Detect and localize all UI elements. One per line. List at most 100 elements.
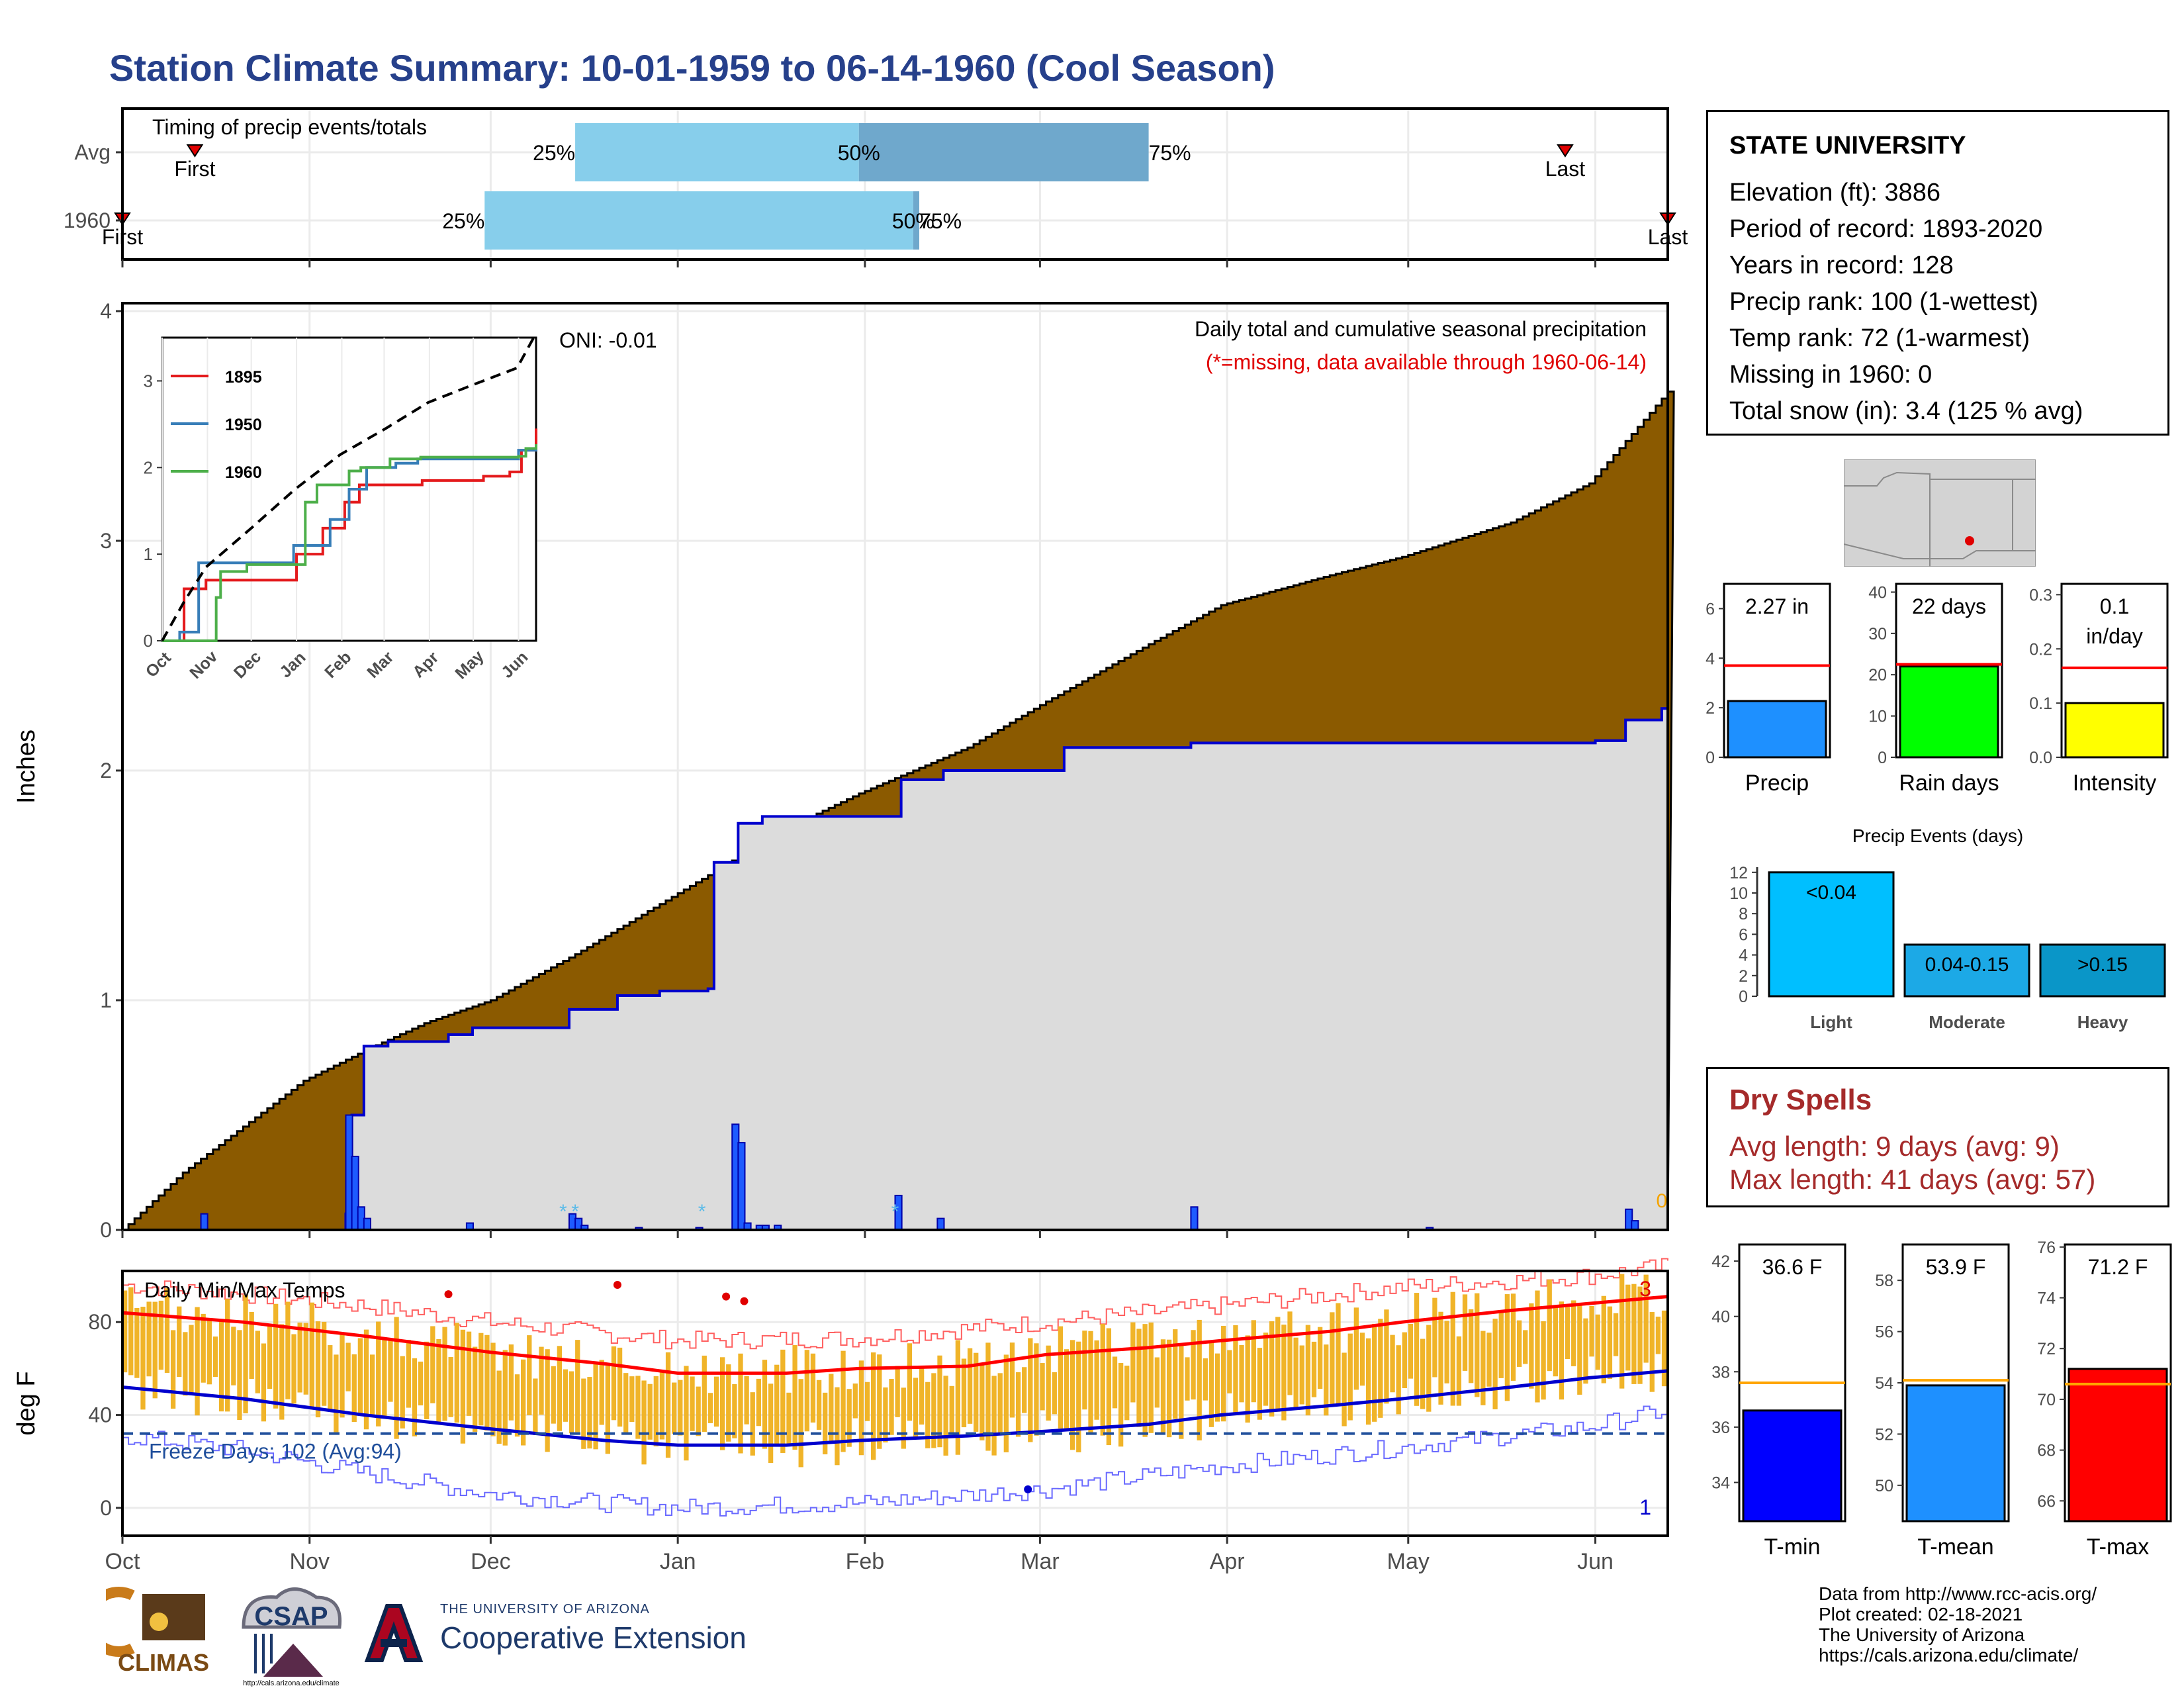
daily-temp-bar <box>376 1321 381 1427</box>
daily-temp-bar <box>460 1329 466 1444</box>
daily-temp-bar <box>858 1360 864 1456</box>
daily-temp-bar <box>1185 1357 1190 1401</box>
daily-temp-bar <box>484 1335 490 1431</box>
daily-temp-bar <box>1330 1312 1335 1407</box>
daily-temp-bar <box>466 1331 472 1416</box>
daily-temp-bar <box>1191 1330 1196 1400</box>
climas-logo-text: CLIMAS <box>118 1649 209 1676</box>
daily-temp-bar <box>1064 1349 1069 1430</box>
daily-temp-bar <box>1015 1372 1021 1437</box>
temp-ytick-label: 40 <box>88 1403 112 1427</box>
daily-temp-bar <box>1589 1305 1594 1357</box>
summary-ytick-label: 42 <box>1711 1252 1730 1271</box>
daily-temp-bar <box>665 1352 671 1458</box>
summary-ytick-label: 0.0 <box>2029 749 2052 767</box>
daily-temp-bar <box>605 1366 610 1454</box>
daily-temp-bar <box>520 1359 526 1446</box>
daily-temp-bar <box>647 1383 653 1440</box>
snow-marker: * <box>698 1201 706 1223</box>
station-precip-rank: Precip rank: 100 (1-wettest) <box>1729 288 2038 316</box>
daily-temp-bar <box>1619 1274 1625 1389</box>
daily-temp-bar <box>702 1355 707 1432</box>
daily-temp-bar <box>400 1356 405 1429</box>
daily-temp-bar <box>1661 1310 1667 1387</box>
daily-temp-bar <box>816 1380 822 1430</box>
record-high-marker <box>740 1297 749 1305</box>
daily-temp-bar <box>442 1327 447 1421</box>
record-high-line <box>122 1258 1668 1350</box>
daily-temp-bar <box>340 1333 345 1418</box>
daily-temp-bar <box>1070 1340 1075 1450</box>
summary-ytick-label: 20 <box>1868 666 1887 684</box>
daily-temp-bar <box>997 1373 1003 1434</box>
daily-temp-bar <box>490 1342 496 1436</box>
daily-temp-bar <box>581 1378 586 1449</box>
temp-summary-panel: 36.6 F T-min 34 36 38 40 42 53.9 F T-mean 50 52 54 5… <box>1711 1239 2172 1560</box>
daily-temp-bar <box>696 1386 701 1436</box>
precip-ytick-label: 1 <box>100 988 112 1012</box>
summary-value-bar <box>2068 1368 2168 1523</box>
daily-precip-bar <box>737 1142 746 1231</box>
daily-temp-bar <box>1052 1372 1057 1415</box>
daily-temp-bar <box>255 1331 260 1393</box>
daily-temp-bar <box>913 1378 919 1438</box>
summary-title: Rain days <box>1899 771 1999 796</box>
p25-label: 25% <box>533 141 575 165</box>
daily-temp-bar <box>623 1373 629 1433</box>
inset-series-line <box>162 444 537 642</box>
timing-bar-50-75 <box>913 191 919 250</box>
daily-temp-bar <box>321 1321 327 1406</box>
dry-spells-box: Dry Spells Avg length: 9 days (avg: 9) M… <box>1706 1067 2169 1207</box>
daily-temp-bar <box>261 1343 267 1422</box>
daily-temp-bar <box>835 1387 840 1466</box>
daily-temp-bar <box>249 1311 254 1380</box>
daily-temp-bar <box>152 1301 158 1399</box>
last-event-label: Last <box>1545 157 1586 181</box>
daily-temp-bar <box>635 1376 641 1439</box>
summary-ytick-label: 52 <box>1875 1425 1893 1444</box>
daily-temp-bar <box>1124 1366 1130 1421</box>
daily-temp-bar <box>334 1354 339 1432</box>
daily-temp-bar <box>949 1385 954 1433</box>
events-bar <box>1903 943 2030 998</box>
daily-temp-bar <box>267 1326 273 1389</box>
station-missing: Missing in 1960: 0 <box>1729 361 1933 389</box>
daily-temp-bar <box>1094 1340 1099 1420</box>
daily-precip-bar <box>200 1213 208 1231</box>
temp-ytick-label: 80 <box>88 1310 112 1334</box>
p75-label: 75% <box>919 209 962 233</box>
daily-temp-bar <box>177 1306 182 1378</box>
daily-temp-bar <box>1396 1345 1401 1415</box>
summary-ytick-label: 74 <box>2037 1289 2056 1308</box>
daily-temp-bar <box>1197 1319 1202 1440</box>
daily-temp-bar <box>351 1354 357 1423</box>
daily-temp-bar <box>218 1319 224 1412</box>
events-ytick-label: 10 <box>1729 884 1748 903</box>
daily-temp-bar <box>418 1361 424 1406</box>
csap-logo-text: CSAP <box>254 1602 328 1631</box>
daily-temp-bar <box>1160 1339 1166 1433</box>
daily-temp-bar <box>1553 1306 1558 1377</box>
events-title: Precip Events (days) <box>1852 825 2023 846</box>
precip-frame <box>121 302 1669 1231</box>
daily-temp-bar <box>1456 1336 1462 1406</box>
daily-temp-bar <box>1221 1325 1226 1422</box>
timing-bar-50-75 <box>858 123 1149 181</box>
precip-ytick-label: 2 <box>100 759 112 782</box>
daily-temp-bar <box>1359 1333 1365 1386</box>
daily-temp-bar <box>1498 1311 1504 1378</box>
p25-label: 25% <box>442 209 484 233</box>
summary-ytick-label: 56 <box>1875 1323 1893 1342</box>
daily-temp-bar <box>473 1346 478 1432</box>
daily-temp-bar <box>1372 1323 1377 1422</box>
daily-temp-bar <box>1166 1339 1172 1438</box>
events-bar <box>1768 871 1895 998</box>
daily-temp-bar <box>617 1347 623 1427</box>
daily-temp-bar <box>225 1299 230 1412</box>
ua-logo <box>364 1604 424 1662</box>
daily-temp-bar <box>1100 1323 1105 1436</box>
daily-temp-bar <box>508 1344 514 1421</box>
daily-precip-bar <box>1631 1220 1639 1231</box>
